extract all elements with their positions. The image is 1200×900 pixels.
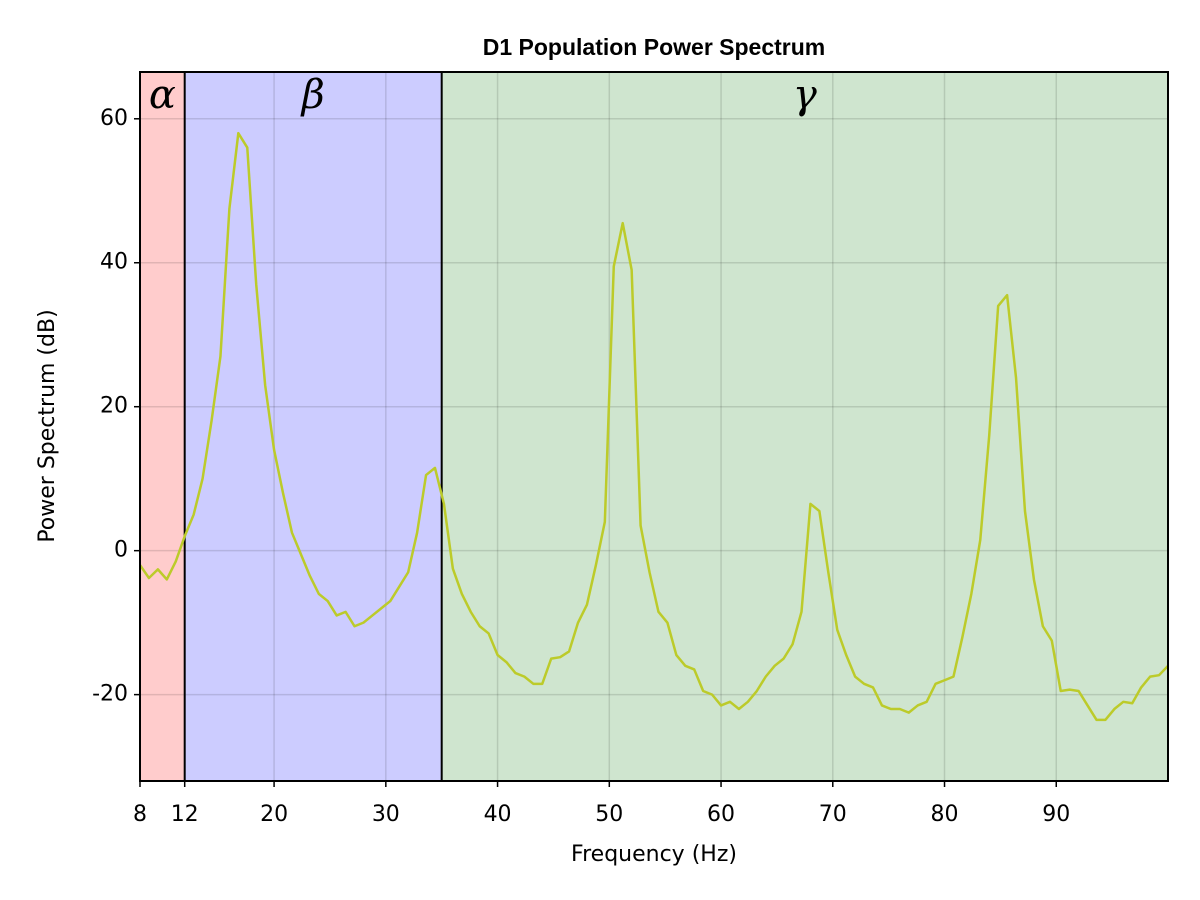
x-tick-label: 50 [595,802,623,827]
band-label: α [149,72,176,118]
band-label: γ [793,72,817,118]
x-tick-label: 80 [931,802,959,827]
line-series [138,131,1169,722]
x-tick-label: 90 [1042,802,1070,827]
x-axis-label: Frequency (Hz) [571,842,737,867]
band [184,72,442,781]
y-tick-label: 40 [100,250,128,275]
x-tick-label: 30 [372,802,400,827]
y-axis-label: Power Spectrum (dB) [35,309,60,542]
x-tick-label: 40 [484,802,512,827]
chart-title: D1 Population Power Spectrum [483,34,826,60]
band [140,72,185,781]
x-tick-label: 20 [260,802,288,827]
plot-frame [139,71,1169,782]
x-tick-label: 60 [707,802,735,827]
x-tick-label: 70 [819,802,847,827]
y-tick-label: 60 [100,106,128,131]
x-tick-label: 8 [133,802,147,827]
band-label: β [300,72,325,118]
y-tick-label: 0 [114,538,128,563]
x-tick-label: 12 [171,802,199,827]
band [441,72,1168,781]
y-tick-label: -20 [92,682,128,707]
y-tick-label: 20 [100,394,128,419]
